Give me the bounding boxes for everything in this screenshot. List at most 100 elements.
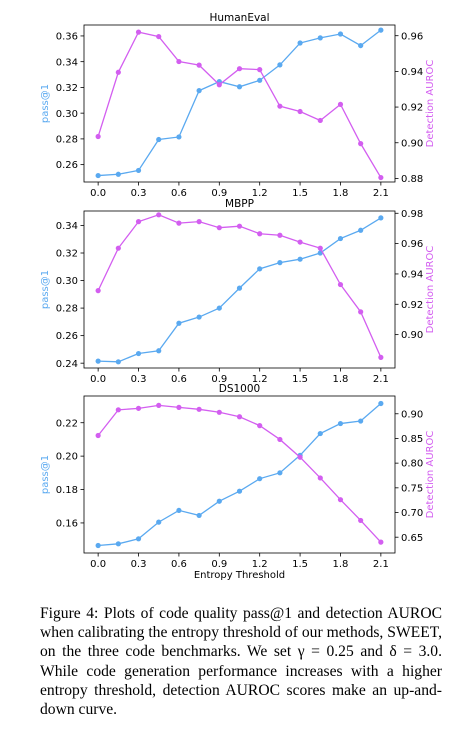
figure: HumanEval 0.0 0.3 0.6 0.9 1.2 1.5 1.8 2.1 0.26 0.2… [40, 12, 436, 581]
y-right-tick-label: 0.90 [401, 330, 423, 341]
y-left-tick-label: 0.30 [56, 276, 78, 287]
x-tick-label: 0.9 [211, 559, 227, 570]
y-left-axis-label: pass@1 [40, 84, 51, 123]
y-left-axis-label: pass@1 [40, 270, 51, 309]
series-detection-auroc [95, 212, 384, 360]
y-left-tick-label: 0.24 [56, 359, 78, 370]
y-left-tick-label: 0.28 [56, 134, 78, 145]
y-left-tick-label: 0.16 [56, 519, 78, 530]
data-point [277, 103, 283, 109]
data-point [257, 67, 263, 73]
y-right-tick-label: 0.94 [401, 270, 423, 281]
x-tick-label: 0.0 [90, 559, 106, 570]
data-point [236, 488, 243, 494]
data-point [95, 172, 101, 179]
data-point [378, 215, 384, 221]
series-pass-at-1 [95, 215, 384, 365]
data-point [196, 88, 202, 94]
series-detection-auroc [95, 402, 384, 545]
data-point [95, 432, 101, 439]
series-pass-at-1 [95, 400, 384, 549]
data-point [337, 497, 344, 503]
data-point [337, 101, 344, 107]
chart-title: HumanEval [209, 12, 269, 24]
data-point [277, 470, 283, 476]
data-point [277, 232, 283, 238]
y-right-tick-label: 0.70 [401, 508, 423, 519]
data-point [236, 223, 243, 229]
y-left-tick-label: 0.26 [56, 160, 78, 171]
y-right-tick-label: 0.92 [401, 103, 423, 114]
data-point [156, 519, 162, 525]
data-point [337, 31, 344, 37]
series-detection-auroc [95, 29, 384, 181]
y-right-tick-label: 0.92 [401, 300, 423, 311]
data-point [236, 66, 243, 72]
data-point [236, 84, 243, 90]
y-left-tick-label: 0.18 [56, 485, 78, 496]
data-point [297, 239, 303, 245]
data-point [216, 498, 222, 504]
x-tick-label: 0.0 [90, 374, 106, 385]
y-left-tick-label: 0.20 [56, 452, 78, 463]
series-pass-at-1 [95, 27, 384, 179]
x-axis-label: Entropy Threshold [194, 570, 285, 581]
x-tick-label: 0.6 [171, 188, 187, 199]
data-point [115, 407, 121, 413]
x-tick-label: 1.2 [252, 374, 268, 385]
data-point [135, 219, 142, 225]
data-point [297, 454, 303, 460]
y-right-tick-label: 0.98 [401, 209, 423, 220]
y-left-tick-label: 0.32 [56, 83, 78, 94]
data-point [196, 219, 202, 225]
y-right-tick-label: 0.94 [401, 67, 423, 78]
x-tick-label: 1.8 [333, 188, 349, 199]
y-left-tick-label: 0.30 [56, 109, 78, 120]
data-point [176, 220, 182, 226]
data-point [317, 117, 323, 124]
x-tick-label: 0.6 [171, 374, 187, 385]
data-point [95, 358, 101, 364]
data-point [337, 235, 344, 242]
data-point [135, 350, 142, 357]
panel-mbpp: MBPP 0.0 0.3 0.6 0.9 1.2 1.5 1.8 2.1 0.24 0.26 0.28… [40, 198, 436, 385]
data-point [236, 414, 243, 420]
data-point [156, 33, 162, 40]
y-left-tick-label: 0.34 [56, 221, 78, 232]
data-point [135, 29, 142, 35]
y-right-tick-label: 0.96 [401, 31, 423, 42]
data-point [156, 348, 162, 354]
data-point [216, 225, 222, 231]
y-right-axis-label: Detection AUROC [425, 60, 436, 148]
x-tick-label: 0.6 [171, 559, 187, 570]
data-point [378, 174, 384, 181]
data-point [358, 141, 364, 147]
plot-frame [83, 24, 396, 183]
x-tick-label: 0.0 [90, 188, 106, 199]
y-right-tick-label: 0.90 [401, 409, 423, 420]
data-point [358, 42, 364, 49]
y-left-tick-label: 0.22 [56, 418, 78, 429]
y-left-tick-label: 0.36 [56, 32, 78, 43]
y-left-tick-label: 0.34 [56, 57, 78, 68]
data-point [115, 359, 121, 365]
data-point [378, 27, 384, 33]
y-left-axis-label: pass@1 [40, 455, 51, 494]
data-point [378, 539, 384, 545]
data-point [236, 285, 243, 291]
data-point [297, 256, 303, 262]
y-left-tick-label: 0.28 [56, 304, 78, 315]
x-tick-label: 0.3 [131, 188, 147, 199]
data-point [317, 475, 323, 481]
data-point [317, 430, 323, 437]
y-right-tick-label: 0.85 [401, 434, 423, 445]
data-point [337, 281, 344, 288]
data-point [216, 305, 222, 311]
x-tick-label: 2.1 [373, 188, 389, 199]
data-point [297, 108, 303, 115]
x-tick-label: 0.3 [131, 559, 147, 570]
data-point [378, 400, 384, 407]
data-point [156, 402, 162, 408]
data-point [358, 418, 364, 424]
x-tick-label: 1.2 [252, 559, 268, 570]
